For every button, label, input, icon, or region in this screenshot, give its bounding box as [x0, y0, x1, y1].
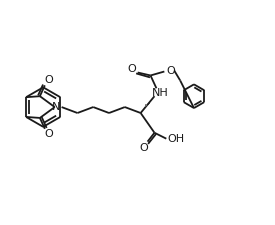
Text: NH: NH [152, 88, 169, 98]
Text: OH: OH [168, 134, 185, 144]
Text: O: O [45, 75, 53, 86]
Text: N: N [51, 102, 60, 112]
Text: O: O [45, 129, 53, 139]
Text: O: O [127, 63, 136, 74]
Text: O: O [166, 65, 175, 76]
Text: ▸: ▸ [145, 102, 148, 107]
Text: O: O [139, 143, 148, 153]
